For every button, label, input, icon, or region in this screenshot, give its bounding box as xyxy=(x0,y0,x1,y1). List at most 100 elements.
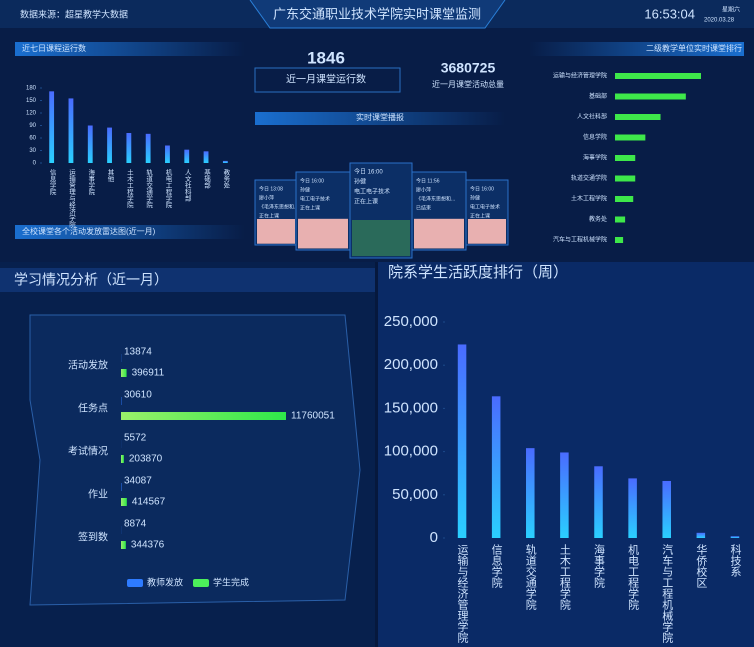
broadcast-bar xyxy=(255,112,505,125)
value-label: 11760051 xyxy=(291,411,335,422)
y-category-label: 签到数 xyxy=(78,531,108,544)
data-source: 数据来源：超星教学大数据 xyxy=(20,8,128,19)
stat-label: 近一月课堂活动总量 xyxy=(432,79,504,89)
y-category-label: 考试情况 xyxy=(68,445,108,458)
panel-title: 全校课堂各个活动发放雷达图(近一月) xyxy=(22,226,156,236)
card-time: 今日 11:56 xyxy=(416,177,440,184)
bar xyxy=(615,114,661,120)
y-tick-label: 150 xyxy=(26,98,37,104)
bar xyxy=(121,412,286,420)
y-category-label: 作业 xyxy=(88,489,108,501)
card-teacher: 廖小萍 xyxy=(416,186,431,193)
x-tick-label: 教务处 xyxy=(222,168,230,190)
x-tick-label: 其他 xyxy=(106,169,114,184)
y-tick-label: 180 xyxy=(26,86,37,92)
card-image xyxy=(298,218,348,249)
x-tick-label: 土木工程学院 xyxy=(558,544,571,610)
card-image xyxy=(468,219,506,244)
card-course: 电工电子技术 xyxy=(470,203,500,210)
x-tick-label: 人文社科部 xyxy=(183,169,191,203)
y-category-label: 汽车与工程机械学院 xyxy=(553,236,607,244)
y-category-label: 人文社科部 xyxy=(577,113,607,121)
x-tick-label: 海事学院 xyxy=(87,168,95,197)
value-label: 203870 xyxy=(129,454,163,465)
x-tick-label: 机电工程学院 xyxy=(627,543,640,610)
card-status: 已结束 xyxy=(416,204,431,211)
panel-title: 近七日课程运行数 xyxy=(22,43,86,53)
x-tick-label: 轨道交通学院 xyxy=(145,168,153,210)
bar xyxy=(615,93,686,100)
value-label: 34087 xyxy=(124,476,152,487)
legend-swatch xyxy=(127,579,143,587)
y-category-label: 运输与经济管理学院 xyxy=(553,72,607,80)
bar xyxy=(121,369,127,377)
y-tick-label: 30 xyxy=(29,148,36,154)
card-status: 正在上课 xyxy=(354,198,378,206)
legend-label: 学生完成 xyxy=(213,576,249,587)
broadcast-title: 实时课堂播报 xyxy=(356,112,404,122)
bar xyxy=(184,149,190,163)
legend-swatch xyxy=(193,579,209,587)
y-category-label: 土木工程学院 xyxy=(571,195,607,203)
y-tick-label: 100,000 xyxy=(384,443,438,460)
card-course: 电工电子技术 xyxy=(300,195,330,202)
value-label: 414567 xyxy=(132,497,166,508)
card-status: 正在上课 xyxy=(300,204,320,211)
bar xyxy=(121,541,126,549)
card-course: 电工电子技术 xyxy=(354,188,390,196)
bar xyxy=(203,151,209,163)
bar xyxy=(615,237,624,243)
stat-label: 近一月课堂运行数 xyxy=(286,73,366,86)
date: 2020.03.28 xyxy=(704,18,735,24)
card-image xyxy=(352,220,410,257)
title-frame xyxy=(249,0,506,29)
x-tick-label: 轨道交通学院 xyxy=(524,543,537,610)
x-tick-label: 信息学院 xyxy=(490,544,503,588)
card-time: 今日 13:08 xyxy=(259,185,283,192)
bar xyxy=(222,160,228,163)
bar xyxy=(628,478,637,538)
panel-title: 二级教学单位实时课堂排行 xyxy=(646,43,742,53)
card-image xyxy=(257,219,295,244)
bar xyxy=(615,155,636,161)
x-tick-label: 土木工程学院 xyxy=(125,168,133,210)
card-course: 《毛泽东思想和... xyxy=(259,203,298,210)
bar xyxy=(615,175,636,182)
bar xyxy=(662,480,671,538)
y-category-label: 海事学院 xyxy=(583,154,607,162)
y-tick-label: 0 xyxy=(33,161,37,167)
x-tick-label: 科技系 xyxy=(729,543,742,577)
panel-header xyxy=(0,268,375,292)
y-category-label: 活动发放 xyxy=(68,359,108,372)
y-category-label: 轨道交通学院 xyxy=(571,174,607,182)
value-label: 30610 xyxy=(124,390,152,401)
x-tick-label: 海事学院 xyxy=(593,543,606,588)
x-tick-label: 信息学院 xyxy=(48,168,56,197)
clock: 16:53:04 xyxy=(644,6,695,21)
stat-value: 1846 xyxy=(307,48,345,67)
stat-value: 3680725 xyxy=(441,60,496,76)
panel-title-bg xyxy=(15,42,245,56)
value-label: 396911 xyxy=(132,368,165,379)
bar xyxy=(126,133,132,163)
stat-box xyxy=(254,67,401,93)
y-tick-label: 0 xyxy=(430,529,438,546)
y-tick-label: 90 xyxy=(29,123,36,129)
card-status: 正在上课 xyxy=(259,212,279,219)
card-course: 《毛泽东思想和... xyxy=(416,195,455,202)
y-tick-label: 250,000 xyxy=(384,313,438,330)
page-title: 广东交通职业技术学院实时课堂监测 xyxy=(273,6,481,21)
bar xyxy=(49,91,55,163)
y-category-label: 信息学院 xyxy=(583,133,607,141)
panel-title: 学习情况分析（近一月） xyxy=(14,272,168,288)
x-tick-label: 运输管理与经济学院 xyxy=(67,169,75,229)
bar xyxy=(696,532,706,538)
card-teacher: 孙健 xyxy=(354,178,366,186)
card-teacher: 孙健 xyxy=(470,194,480,201)
bar xyxy=(107,127,112,163)
value-label: 344376 xyxy=(131,540,165,551)
bar xyxy=(594,466,603,538)
bar xyxy=(87,125,93,163)
x-tick-label: 汽车与工程机械学院 xyxy=(661,543,674,643)
